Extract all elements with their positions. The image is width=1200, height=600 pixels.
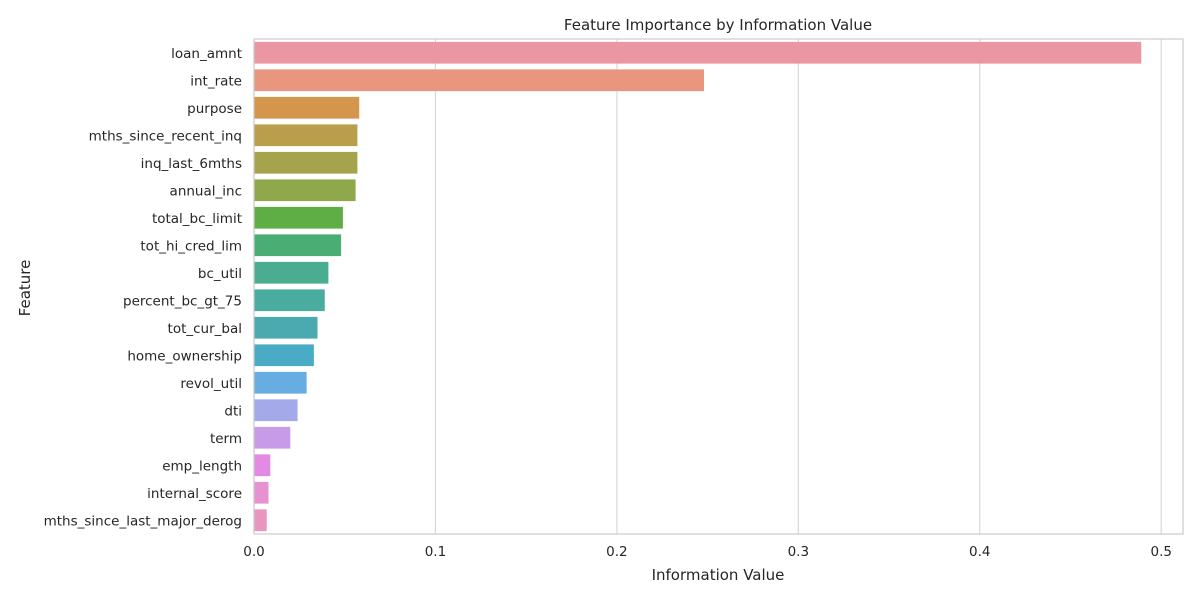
- y-category-label: percent_bc_gt_75: [123, 293, 242, 309]
- y-category-label: term: [210, 431, 242, 447]
- y-category-label: home_ownership: [127, 348, 242, 364]
- y-category-label: mths_since_last_major_derog: [44, 513, 242, 529]
- bar-emp-length: [254, 454, 271, 477]
- y-category-label: tot_hi_cred_lim: [140, 238, 242, 254]
- bar-mths-since-recent-inq: [254, 124, 358, 147]
- bar-mths-since-last-major-derog: [254, 509, 267, 532]
- y-axis-label: Feature: [16, 260, 34, 317]
- bar-term: [254, 426, 291, 449]
- y-category-label: loan_amnt: [171, 46, 242, 62]
- y-category-label: emp_length: [162, 458, 242, 474]
- y-category-label: tot_cur_bal: [168, 321, 242, 337]
- bar-annual-inc: [254, 179, 356, 202]
- bar-percent-bc-gt-75: [254, 289, 325, 312]
- x-tick-label: 0.3: [788, 544, 809, 560]
- x-tick-label: 0.1: [425, 544, 446, 560]
- x-tick-labels: 0.0 0.1 0.2 0.3 0.4 0.5: [243, 544, 1172, 560]
- x-tick-label: 0.4: [969, 544, 990, 560]
- chart-title: Feature Importance by Information Value: [564, 16, 872, 34]
- y-category-label: total_bc_limit: [152, 211, 242, 227]
- x-tick-label: 0.0: [243, 544, 264, 560]
- bar-internal-score: [254, 481, 269, 504]
- y-category-label: dti: [224, 403, 242, 419]
- bar-int-rate: [254, 69, 704, 92]
- y-category-label: bc_util: [198, 266, 242, 282]
- bar-purpose: [254, 96, 360, 119]
- y-category-label: internal_score: [147, 486, 242, 502]
- bar-loan-amnt: [254, 41, 1142, 64]
- bars: [254, 41, 1142, 532]
- plot-frame: [253, 38, 1184, 535]
- y-category-label: purpose: [187, 101, 242, 117]
- gridlines: [253, 39, 1162, 534]
- bar-inq-last-6mths: [254, 151, 358, 174]
- y-category-label: mths_since_recent_inq: [89, 128, 242, 144]
- bar-tot-cur-bal: [254, 316, 318, 339]
- y-category-label: inq_last_6mths: [141, 156, 242, 172]
- x-tick-label: 0.2: [606, 544, 627, 560]
- y-category-label: revol_util: [180, 376, 242, 392]
- bar-home-ownership: [254, 344, 314, 367]
- bar-bc-util: [254, 261, 329, 284]
- y-category-label: annual_inc: [170, 183, 242, 199]
- bar-dti: [254, 399, 298, 422]
- y-category-label: int_rate: [190, 73, 242, 89]
- bar-total-bc-limit: [254, 206, 343, 229]
- bar-revol-util: [254, 371, 307, 394]
- x-tick-label: 0.5: [1150, 544, 1171, 560]
- bar-tot-hi-cred-lim: [254, 234, 342, 257]
- x-axis-label: Information Value: [652, 566, 785, 584]
